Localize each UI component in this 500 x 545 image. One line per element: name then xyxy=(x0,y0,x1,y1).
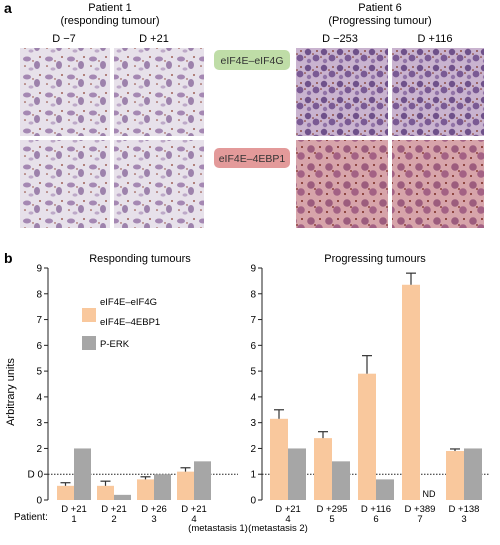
badge-eif4g-label: eIF4E–eIF4G xyxy=(220,55,283,67)
x-tick-label: D +116 xyxy=(361,504,391,515)
y-tick-label: 6 xyxy=(36,341,42,352)
metastasis-2-label: (metastasis 2) xyxy=(248,523,308,534)
micrograph-p1-d21-4ebp1 xyxy=(114,140,204,228)
bar xyxy=(446,451,464,500)
micrograph-p1-d-7-eif4g xyxy=(20,48,110,136)
y-tick-label: 8 xyxy=(250,289,256,300)
patient-number: 3 xyxy=(461,514,466,525)
y-tick-label: 4 xyxy=(36,392,42,403)
patient-number: 6 xyxy=(373,514,378,525)
y-axis-label: Arbitrary units xyxy=(5,358,17,426)
patient-number: 5 xyxy=(329,514,334,525)
y-tick-label: 9 xyxy=(36,264,42,275)
bar xyxy=(376,479,394,500)
panel-b-label: b xyxy=(4,250,13,266)
bar xyxy=(154,474,171,500)
bar xyxy=(314,438,332,500)
y-tick-label: 3 xyxy=(250,418,256,429)
metastasis-1-label: (metastasis 1) xyxy=(188,523,248,534)
bar xyxy=(137,479,154,500)
y-tick-label: 6 xyxy=(250,341,256,352)
micrograph-p6-d116-eif4g xyxy=(392,48,484,136)
bar xyxy=(97,485,114,500)
panel-a-label: a xyxy=(4,0,12,16)
micrograph-p1-d21-eif4g xyxy=(114,48,204,136)
patient6-title: Patient 6 xyxy=(358,2,401,14)
bar xyxy=(177,471,194,500)
patient-number: 3 xyxy=(151,514,156,525)
nd-label: ND xyxy=(423,489,436,499)
y-tick-label: 5 xyxy=(250,367,256,378)
bar xyxy=(358,373,376,500)
chart2-title: Progressing tumours xyxy=(324,253,426,265)
x-tick-label: D +21 xyxy=(61,504,87,515)
x-tick-label: D +21 xyxy=(181,504,207,515)
patient-number: 2 xyxy=(111,514,116,525)
x-tick-label: D +21 xyxy=(275,504,301,515)
chart1-title: Responding tumours xyxy=(89,253,191,265)
x-tick-label: D +26 xyxy=(141,504,167,515)
y-tick-label: 0 xyxy=(250,496,256,507)
badge-eif4g xyxy=(214,50,290,70)
badge-4ebp1-label: eIF4E–4EBP1 xyxy=(219,153,286,165)
micrograph-p6-d116-4ebp1 xyxy=(392,140,484,228)
y-tick-label: 8 xyxy=(36,289,42,300)
x-tick-label: D +295 xyxy=(317,504,348,515)
patient-number: 1 xyxy=(71,514,76,525)
day-label-2: D +21 xyxy=(139,33,169,45)
y-tick-label: 9 xyxy=(250,264,256,275)
patient1-subtitle: (responding tumour) xyxy=(60,15,159,27)
x-tick-label: D +138 xyxy=(449,504,480,515)
bar xyxy=(74,448,91,500)
day-label-1: D −7 xyxy=(52,33,76,45)
y-tick-label: 4 xyxy=(250,392,256,403)
patient-number: 4 xyxy=(285,514,290,525)
bar xyxy=(57,485,74,500)
legend-swatch-p-erk xyxy=(82,336,96,350)
bar xyxy=(464,448,482,500)
legend-swatch-eif4e-eif4g xyxy=(82,308,96,322)
bar xyxy=(270,418,288,500)
y-tick-label: 2 xyxy=(250,444,256,455)
y-tick-label: 5 xyxy=(36,367,42,378)
day-label-3: D −253 xyxy=(322,33,358,45)
legend-label-eif4e-eif4g: eIF4E–eIF4G xyxy=(100,297,157,308)
micrograph-p1-d-7-4ebp1 xyxy=(20,140,110,228)
y-tick-label: 3 xyxy=(36,418,42,429)
bar xyxy=(194,461,211,500)
y-tick-label: 2 xyxy=(36,444,42,455)
bar xyxy=(402,284,420,500)
reference-line-label: D 0 xyxy=(27,470,43,481)
day-label-4: D +116 xyxy=(418,33,453,45)
y-tick-label: 7 xyxy=(250,315,256,326)
patient6-subtitle: (Progressing tumour) xyxy=(328,15,431,27)
badge-4ebp1 xyxy=(214,148,290,168)
x-tick-label: D +389 xyxy=(405,504,436,515)
micrograph-p6-d-253-eif4g xyxy=(296,48,388,136)
micrograph-p6-d-253-4ebp1 xyxy=(296,140,388,228)
bar xyxy=(114,494,131,500)
legend-label-eif4e-4ebp1: eIF4E–4EBP1 xyxy=(100,317,160,328)
patient1-title: Patient 1 xyxy=(88,2,131,14)
bar xyxy=(332,461,350,500)
y-tick-label: 1 xyxy=(250,470,256,481)
patient-row-label: Patient: xyxy=(14,512,48,523)
legend-label-p-erk: P-ERK xyxy=(100,339,130,350)
patient-number: 7 xyxy=(417,514,422,525)
x-tick-label: D +21 xyxy=(101,504,127,515)
bar xyxy=(288,448,306,500)
y-tick-label: 0 xyxy=(36,496,42,507)
patient-number: 4 xyxy=(191,514,196,525)
y-tick-label: 7 xyxy=(36,315,42,326)
